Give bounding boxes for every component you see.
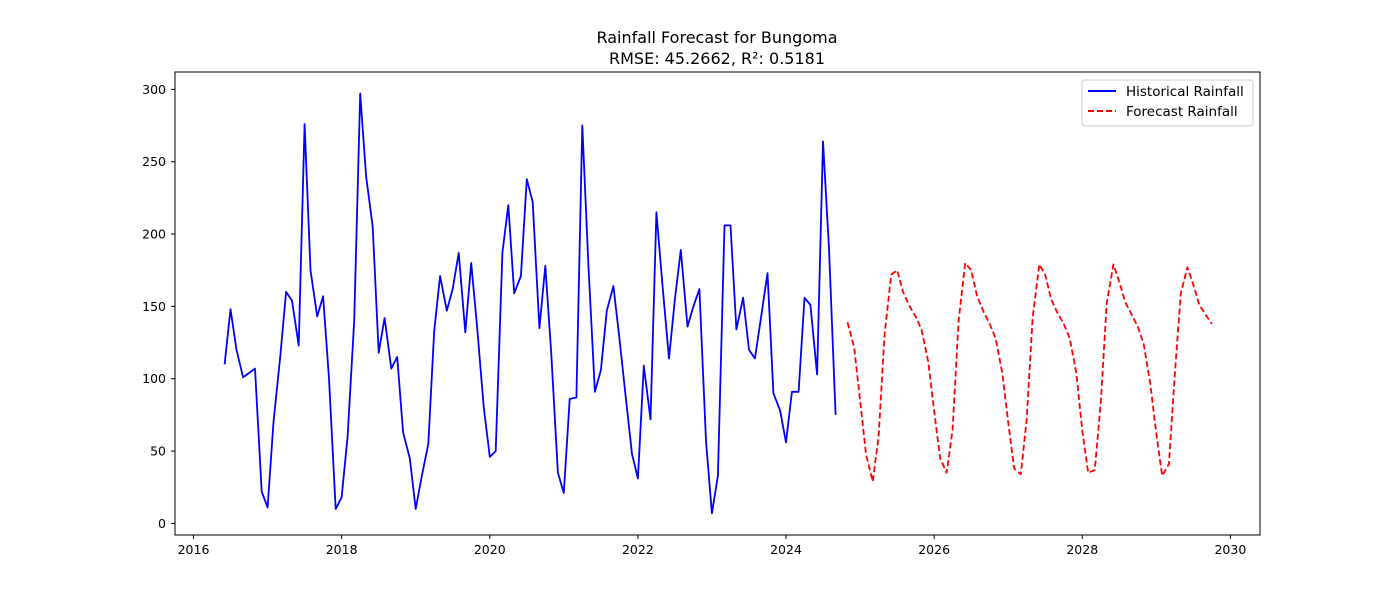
- y-tick-label: 0: [158, 516, 166, 531]
- forecast-rainfall-line: [846, 262, 1213, 483]
- legend-box: [1081, 79, 1254, 127]
- legend: Historical Rainfall Forecast Rainfall: [1081, 79, 1254, 127]
- y-tick-label: 250: [142, 154, 166, 169]
- x-tick-label: 2026: [918, 542, 950, 557]
- series-layer: [223, 92, 1213, 515]
- x-tick-label: 2016: [178, 542, 210, 557]
- x-tick-label: 2020: [474, 542, 506, 557]
- x-tick-label: 2018: [326, 542, 358, 557]
- plot-frame: [174, 71, 1261, 536]
- y-tick-label: 100: [142, 371, 166, 386]
- x-tick-label: 2028: [1066, 542, 1098, 557]
- x-tick-label: 2024: [770, 542, 802, 557]
- x-tick-label: 2022: [622, 542, 654, 557]
- legend-forecast-label: Forecast Rainfall: [1126, 104, 1238, 120]
- chart-subtitle: RMSE: 45.2662, R²: 0.5181: [609, 49, 825, 68]
- y-tick-label: 150: [142, 299, 166, 314]
- y-axis: 0 50 100 150 200 250 300: [142, 82, 175, 531]
- x-tick-label: 2030: [1214, 542, 1246, 557]
- y-tick-label: 200: [142, 227, 166, 242]
- y-tick-label: 300: [142, 82, 166, 97]
- historical-rainfall-line: [223, 92, 837, 515]
- y-tick-label: 50: [150, 444, 166, 459]
- chart-title: Rainfall Forecast for Bungoma: [596, 28, 837, 47]
- legend-historical-label: Historical Rainfall: [1126, 84, 1244, 100]
- x-axis: 2016 2018 2020 2022 2024 2026 2028 2030: [178, 535, 1246, 557]
